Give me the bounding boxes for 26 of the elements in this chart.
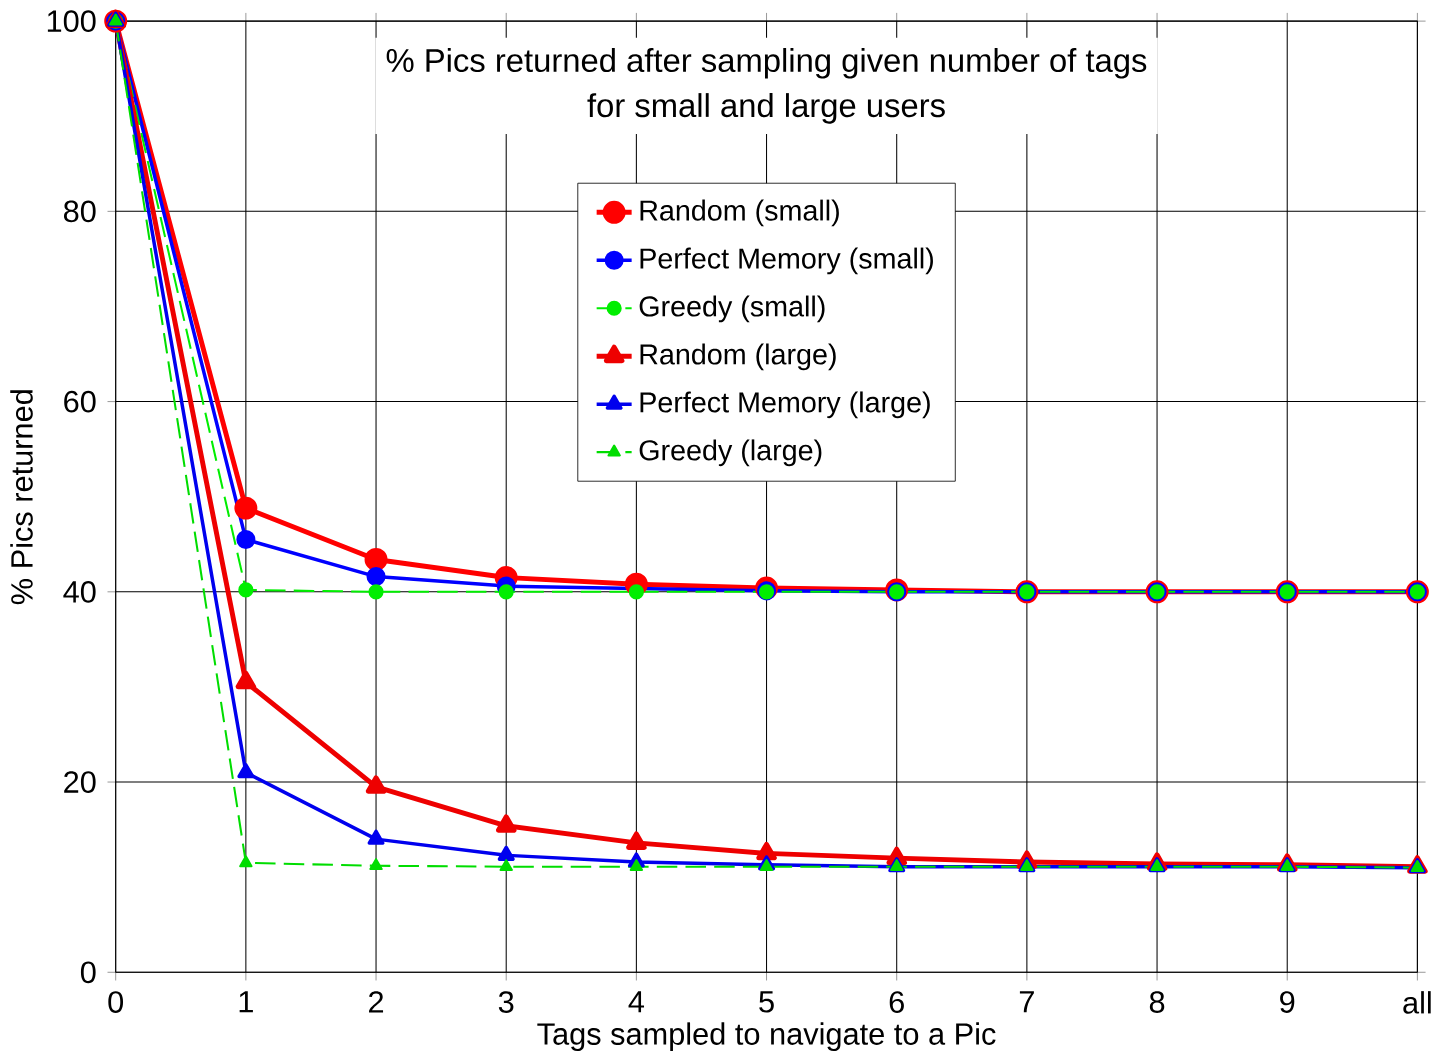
y-tick-label: 20 xyxy=(64,771,96,793)
y-tick-label: 40 xyxy=(63,580,96,603)
x-tick-label: all xyxy=(1403,991,1431,1014)
y-tick-label: 80 xyxy=(63,200,96,223)
legend-label: Perfect Memory (small) xyxy=(640,247,933,275)
legend-label: Greedy (small) xyxy=(639,295,825,323)
x-axis-title: Tags sampled to navigate to a Pic xyxy=(537,1022,996,1051)
legend-label: Random (small) xyxy=(640,199,839,227)
x-tick-label: 7 xyxy=(1019,991,1034,1013)
x-tick-label: 3 xyxy=(498,991,514,1013)
x-tick-label: 1 xyxy=(239,991,253,1013)
legend-label: Greedy (large) xyxy=(639,439,822,467)
y-tick-label: 0 xyxy=(80,961,96,984)
legend-label: Random (large) xyxy=(640,343,836,371)
x-tick-label: 4 xyxy=(628,991,645,1013)
y-tick-label: 100 xyxy=(47,10,96,32)
x-tick-label: 6 xyxy=(889,991,904,1013)
x-tick-label: 2 xyxy=(369,991,384,1013)
x-tick-label: 9 xyxy=(1280,991,1295,1013)
x-tick-label: 8 xyxy=(1149,991,1165,1013)
text: % Pics returned after sampling given number of tags for small and large users xyxy=(386,47,1147,124)
x-tick-label: 5 xyxy=(759,991,774,1013)
y-tick-label: 60 xyxy=(64,390,96,413)
x-tick-label: 0 xyxy=(108,991,124,1013)
legend-label: Perfect Memory (large) xyxy=(640,391,930,419)
y-axis-title: % Pics returned xyxy=(10,390,33,605)
